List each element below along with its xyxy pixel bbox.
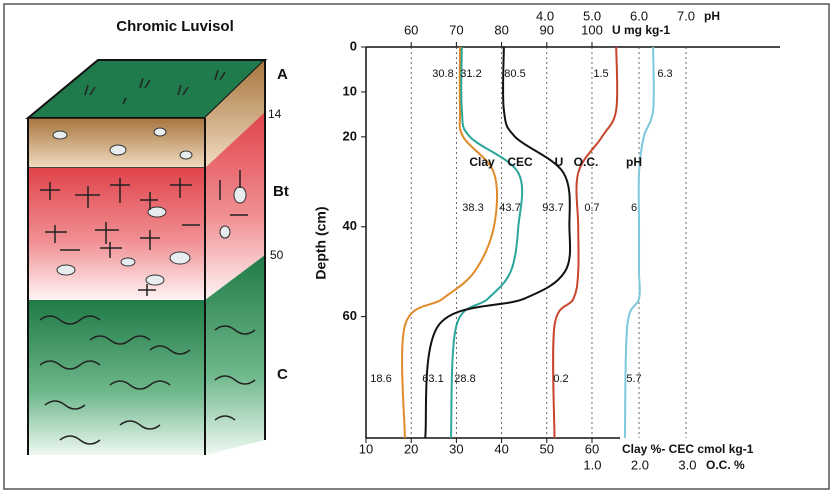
x-tick-label: 70 — [449, 22, 463, 37]
frame — [3, 3, 830, 490]
series-line — [552, 46, 619, 439]
series-name: Clay — [469, 155, 495, 169]
x-axis-title: U mg kg-1 — [612, 23, 670, 37]
x-tick-label: 40 — [494, 441, 508, 456]
x-tick-label: 6.0 — [630, 8, 648, 23]
soil-block — [25, 59, 268, 455]
series-name: pH — [626, 155, 642, 169]
x-tick-label: 10 — [359, 441, 373, 456]
x-tick-label: 60 — [585, 441, 599, 456]
data-label: 93.7 — [542, 202, 563, 214]
x-tick-label: 30 — [449, 441, 463, 456]
y-tick-label: 20 — [343, 128, 357, 143]
horizon-label: C — [277, 366, 288, 383]
horizon-label: Bt — [273, 183, 289, 200]
data-label: 6.3 — [657, 68, 672, 80]
data-label: 63.1 — [422, 373, 443, 385]
y-axis-title: Depth (cm) — [313, 206, 329, 279]
x-tick-label: 4.0 — [536, 8, 554, 23]
series-name: CEC — [507, 155, 533, 169]
data-label: 31.2 — [460, 68, 481, 80]
data-label: 5.7 — [626, 373, 641, 385]
x-tick-label: 90 — [540, 22, 554, 37]
depth-label: 14 — [268, 107, 282, 121]
x-axis-title: Clay %- CEC cmol kg-1 — [622, 442, 754, 456]
data-label: 28.8 — [454, 373, 475, 385]
horizon-label: A — [277, 66, 288, 83]
profile-title: Chromic Luvisol — [116, 18, 234, 35]
x-tick-label: 100 — [581, 22, 603, 37]
series-line — [401, 46, 499, 439]
series-line — [424, 46, 572, 439]
x-tick-label: 1.0 — [583, 457, 601, 472]
data-label: 80.5 — [504, 68, 525, 80]
data-label: 0.2 — [553, 373, 568, 385]
x-tick-label: 7.0 — [677, 8, 695, 23]
data-label: 38.3 — [462, 202, 483, 214]
x-tick-label: 2.0 — [631, 457, 649, 472]
series-name: O.C. — [574, 155, 599, 169]
y-tick-label: 0 — [350, 38, 357, 53]
series-line — [623, 46, 655, 439]
data-label: 0.7 — [584, 202, 599, 214]
x-tick-label: 60 — [404, 22, 418, 37]
x-axis-title: O.C. % — [706, 458, 745, 472]
x-tick-label: 20 — [404, 441, 418, 456]
x-tick-label: 3.0 — [678, 457, 696, 472]
series-name: U — [555, 155, 564, 169]
x-tick-label: 5.0 — [583, 8, 601, 23]
data-label: 1.5 — [593, 68, 608, 80]
x-axis-title: pH — [704, 9, 720, 23]
x-tick-label: 80 — [494, 22, 508, 37]
y-tick-label: 10 — [343, 83, 357, 98]
depth-label: 50 — [270, 248, 284, 262]
series-line — [449, 46, 524, 439]
data-label: 6 — [631, 202, 637, 214]
data-label: 30.8 — [432, 68, 453, 80]
data-label: 18.6 — [370, 373, 391, 385]
y-tick-label: 60 — [343, 308, 357, 323]
x-tick-label: 50 — [540, 441, 554, 456]
data-label: 43.7 — [499, 202, 520, 214]
y-tick-label: 40 — [343, 218, 357, 233]
